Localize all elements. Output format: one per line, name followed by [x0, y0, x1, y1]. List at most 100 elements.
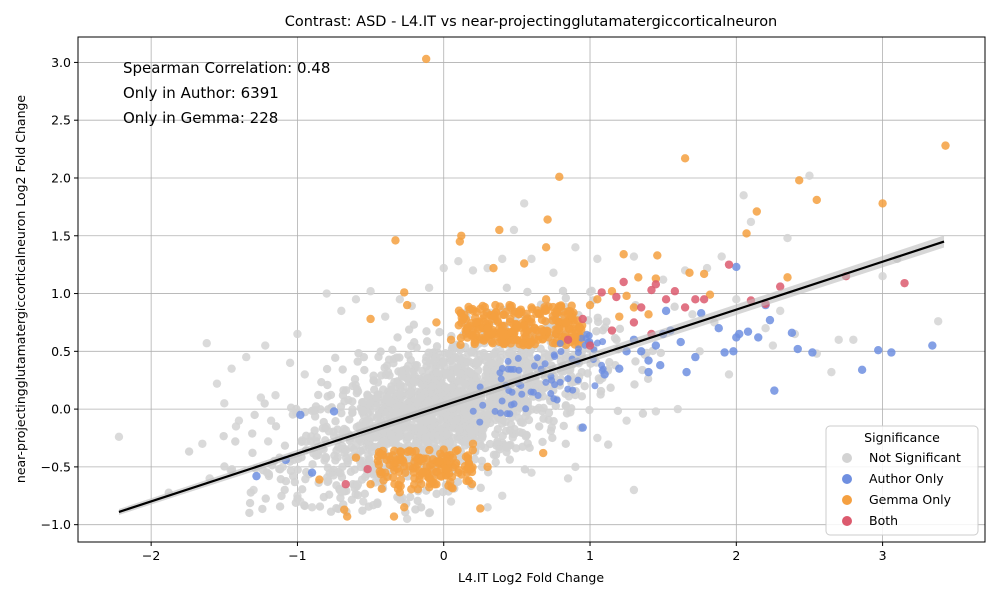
- point-not-significant: [827, 367, 836, 377]
- cloud-point: [479, 401, 487, 409]
- point-not-significant: [933, 317, 943, 326]
- annotation-only-author: Only in Author: 6391: [123, 84, 279, 102]
- y-tick-label: 2.0: [51, 170, 71, 185]
- point-not-significant: [256, 393, 266, 402]
- point-gemma-only: [752, 207, 761, 216]
- point-gemma-only: [417, 456, 426, 466]
- point-gemma-only: [783, 273, 792, 282]
- point-gemma-only: [812, 195, 821, 205]
- cloud-point: [468, 382, 478, 392]
- cloud-point: [468, 445, 478, 455]
- cloud-point: [360, 365, 369, 375]
- cloud-point: [381, 410, 390, 419]
- cloud-point: [423, 396, 433, 406]
- cloud-point: [522, 430, 531, 440]
- point-gemma-only: [653, 251, 662, 260]
- cloud-point: [290, 477, 299, 487]
- cloud-point: [250, 410, 259, 420]
- point-not-significant: [293, 491, 302, 500]
- cloud-point: [298, 485, 307, 494]
- cloud-point: [442, 369, 451, 378]
- cloud-point: [324, 427, 334, 436]
- point-gemma-only: [878, 199, 887, 208]
- cloud-point: [477, 433, 487, 443]
- cloud-point: [276, 474, 285, 484]
- cloud-point: [586, 287, 595, 297]
- point-author-only: [252, 471, 261, 481]
- cloud-point: [479, 349, 488, 358]
- cloud-point: [329, 471, 338, 480]
- cloud-point: [348, 397, 357, 406]
- point-gemma-only: [519, 259, 529, 268]
- cloud-point: [497, 409, 505, 417]
- cloud-point: [539, 414, 548, 423]
- point-not-significant: [198, 439, 207, 448]
- cloud-point: [472, 358, 481, 368]
- cloud-point: [520, 465, 530, 474]
- point-gemma-only: [563, 310, 573, 319]
- cloud-point: [386, 430, 396, 440]
- cloud-point: [406, 368, 416, 377]
- y-axis-label: near-projectingglutamatergiccorticalneur…: [13, 95, 28, 484]
- cloud-point: [481, 371, 490, 381]
- point-not-significant: [366, 287, 375, 296]
- cloud-point: [525, 334, 535, 343]
- point-gemma-only: [490, 312, 500, 321]
- cloud-point: [474, 366, 483, 375]
- cloud-point: [360, 472, 370, 482]
- point-gemma-only: [410, 474, 419, 483]
- cloud-point: [561, 318, 570, 327]
- cloud-point: [484, 410, 493, 419]
- point-gemma-only: [622, 291, 631, 301]
- cloud-point: [428, 465, 437, 475]
- point-not-significant: [629, 485, 639, 495]
- point-not-significant: [263, 437, 273, 446]
- cloud-point: [451, 416, 461, 425]
- cloud-point: [498, 338, 507, 348]
- cloud-point: [286, 466, 296, 476]
- cloud-point: [504, 357, 512, 365]
- point-not-significant: [783, 233, 792, 243]
- cloud-point: [544, 408, 554, 418]
- cloud-point: [277, 491, 286, 501]
- point-both: [670, 287, 680, 296]
- cloud-point: [537, 315, 547, 325]
- cloud-point: [286, 403, 296, 412]
- point-not-significant: [337, 488, 346, 497]
- point-gemma-only: [446, 335, 456, 344]
- cloud-point: [511, 444, 521, 453]
- cloud-point: [519, 320, 528, 330]
- point-not-significant: [114, 432, 124, 442]
- cloud-point: [468, 331, 478, 341]
- cloud-point: [245, 498, 255, 508]
- cloud-point: [390, 458, 399, 467]
- point-not-significant: [337, 306, 346, 316]
- y-tick-label: −1.0: [41, 517, 71, 532]
- cloud-point: [323, 380, 332, 390]
- cloud-point: [353, 357, 362, 366]
- cloud-point: [529, 388, 537, 396]
- cloud-point: [558, 286, 568, 296]
- cloud-point: [508, 388, 516, 396]
- point-author-only: [887, 348, 896, 357]
- point-not-significant: [212, 379, 222, 388]
- cloud-point: [454, 425, 464, 435]
- cloud-point: [353, 480, 363, 489]
- point-gemma-only: [483, 462, 492, 472]
- point-not-significant: [395, 295, 405, 304]
- cloud-point: [435, 456, 444, 466]
- point-author-only: [874, 345, 883, 355]
- cloud-point: [425, 445, 434, 455]
- cloud-point: [418, 467, 428, 477]
- cloud-point: [643, 374, 653, 384]
- cloud-point: [471, 317, 481, 327]
- cloud-point: [382, 393, 392, 403]
- cloud-point: [495, 445, 504, 454]
- cloud-point: [583, 330, 591, 338]
- point-not-significant: [261, 341, 270, 350]
- point-gemma-only: [527, 303, 536, 312]
- cloud-point: [454, 306, 464, 315]
- cloud-point: [453, 387, 462, 396]
- point-author-only: [735, 329, 744, 339]
- cloud-point: [348, 408, 357, 417]
